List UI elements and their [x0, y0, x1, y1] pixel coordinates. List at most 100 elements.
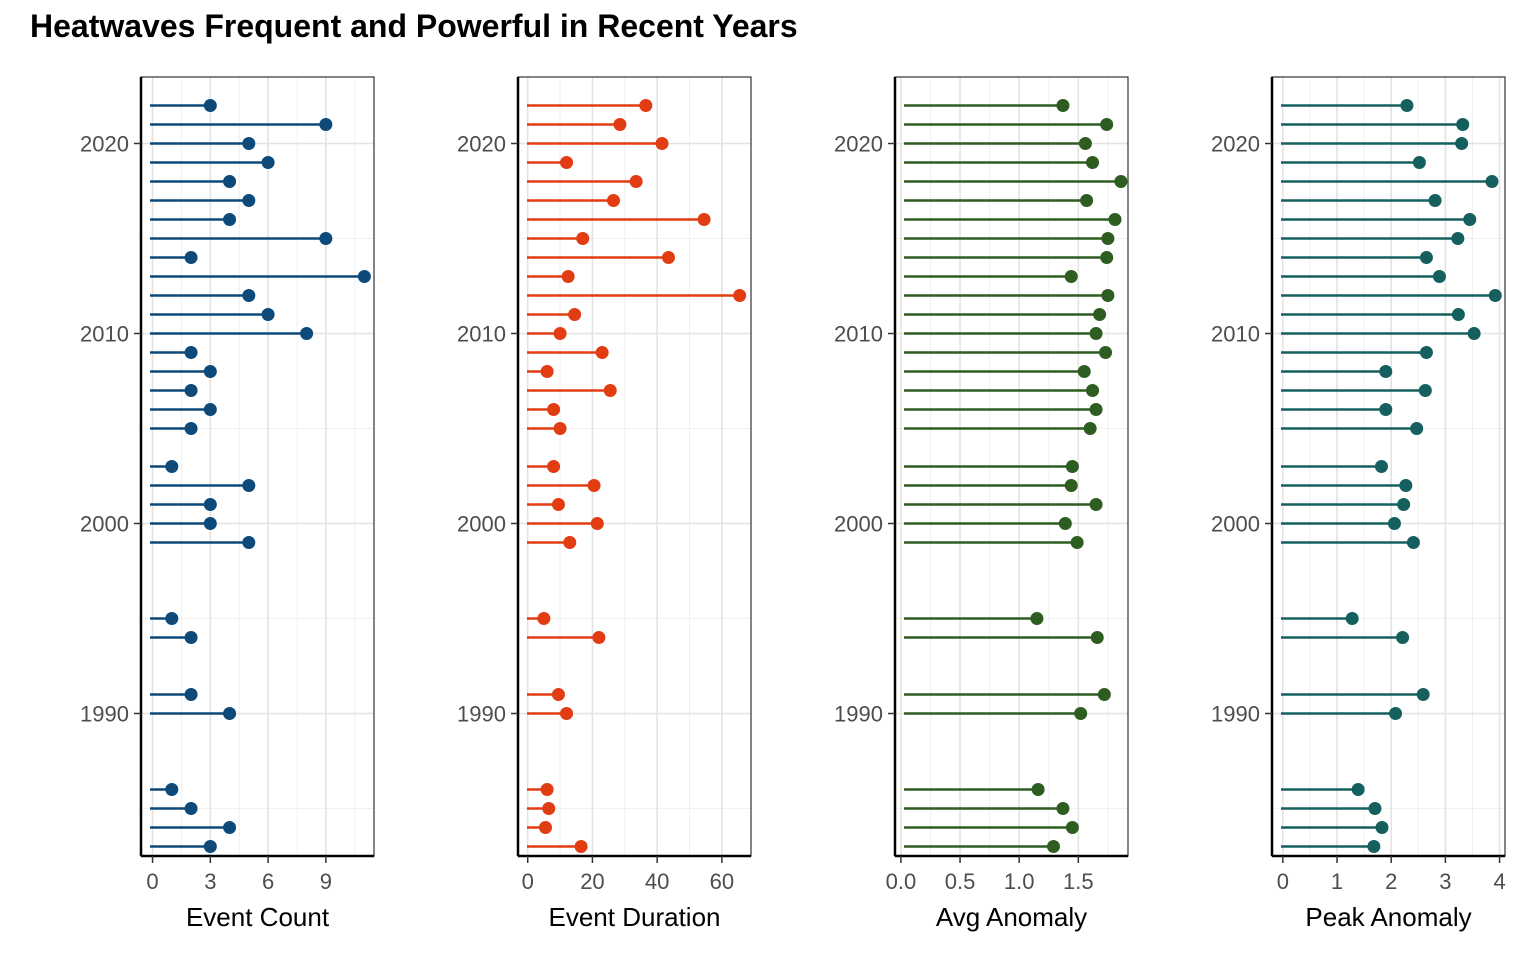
lollipop-point — [184, 422, 198, 435]
lollipop-point — [184, 802, 198, 815]
lollipop-point — [574, 840, 588, 853]
lollipop-point — [1064, 270, 1078, 283]
lollipop-point — [1418, 384, 1432, 397]
lollipop-point — [1389, 707, 1403, 720]
x-tick-label: 3 — [204, 869, 216, 894]
lollipop-point — [165, 612, 179, 625]
x-tick-label: 40 — [645, 869, 669, 894]
lollipop-point — [1379, 365, 1393, 378]
lollipop-point — [733, 289, 747, 302]
lollipop-point — [551, 498, 565, 511]
lollipop-point — [590, 517, 604, 530]
lollipop-point — [1065, 460, 1079, 473]
x-tick-label: 1 — [1331, 869, 1343, 894]
lollipop-point — [223, 707, 237, 720]
lollipop-point — [1428, 194, 1442, 207]
panel-3: 1990 2000 2010 2020 0.0 0.5 1.0 1.5 Avg Anomaly — [834, 76, 1129, 932]
lollipop-point — [1451, 232, 1465, 245]
lollipop-point — [1397, 498, 1411, 511]
lollipop-point — [242, 536, 256, 549]
lollipop-point — [595, 346, 609, 359]
y-tick-label: 1990 — [834, 702, 883, 727]
lollipop-point — [203, 517, 217, 530]
lollipop-point — [547, 403, 561, 416]
lollipop-point — [184, 631, 198, 644]
lollipop-point — [553, 422, 567, 435]
lollipop-point — [560, 156, 574, 169]
x-axis-title: Avg Anomaly — [936, 902, 1087, 932]
x-tick-label: 4 — [1493, 869, 1505, 894]
lollipop-point — [697, 213, 711, 226]
chart-title: Heatwaves Frequent and Powerful in Recen… — [30, 8, 798, 44]
lollipop-point — [1093, 308, 1107, 321]
lollipop-point — [1467, 327, 1481, 340]
lollipop-point — [184, 384, 198, 397]
y-tick-label: 2020 — [80, 132, 129, 157]
lollipop-point — [553, 327, 567, 340]
lollipop-point — [1375, 821, 1389, 834]
lollipop-point — [613, 118, 627, 131]
lollipop-point — [1058, 517, 1072, 530]
lollipop-point — [1351, 783, 1365, 796]
lollipop-point — [1046, 840, 1060, 853]
lollipop-point — [242, 137, 256, 150]
y-tick-label: 1990 — [1211, 702, 1260, 727]
lollipop-point — [1065, 821, 1079, 834]
x-tick-label: 0 — [146, 869, 158, 894]
lollipop-point — [1056, 99, 1070, 112]
lollipop-point — [655, 137, 669, 150]
lollipop-point — [1396, 631, 1410, 644]
lollipop-point — [1456, 118, 1470, 131]
lollipop-point — [1070, 536, 1084, 549]
lollipop-point — [1419, 346, 1433, 359]
lollipop-point — [242, 194, 256, 207]
lollipop-point — [561, 270, 575, 283]
lollipop-point — [223, 213, 237, 226]
panel-1: 1990 2000 2010 2020 0 3 6 9 Event Count — [80, 76, 375, 932]
lollipop-point — [1097, 688, 1111, 701]
lollipop-point — [1114, 175, 1128, 188]
y-tick-label: 2000 — [457, 512, 506, 537]
lollipop-point — [1399, 479, 1413, 492]
lollipop-point — [1368, 802, 1382, 815]
lollipop-point — [1400, 99, 1414, 112]
lollipop-point — [1374, 460, 1388, 473]
lollipop-point — [603, 384, 617, 397]
lollipop-point — [639, 99, 653, 112]
lollipop-point — [1100, 251, 1114, 264]
y-tick-label: 2020 — [457, 132, 506, 157]
lollipop-point — [1078, 137, 1092, 150]
lollipop-point — [1031, 783, 1045, 796]
y-tick-label: 1990 — [80, 702, 129, 727]
lollipop-point — [203, 840, 217, 853]
lollipop-point — [261, 156, 275, 169]
x-tick-label: 0 — [1277, 869, 1289, 894]
lollipop-point — [319, 232, 333, 245]
lollipop-point — [568, 308, 582, 321]
lollipop-point — [1083, 422, 1097, 435]
lollipop-point — [1090, 631, 1104, 644]
x-tick-label: 60 — [710, 869, 734, 894]
x-tick-label: 0 — [522, 869, 534, 894]
lollipop-point — [184, 688, 198, 701]
y-tick-label: 2010 — [80, 322, 129, 347]
lollipop-point — [319, 118, 333, 131]
lollipop-point — [540, 783, 554, 796]
lollipop-point — [1379, 403, 1393, 416]
lollipop-point — [1100, 118, 1114, 131]
lollipop-point — [1345, 612, 1359, 625]
y-tick-label: 2000 — [80, 512, 129, 537]
y-tick-label: 2000 — [1211, 512, 1260, 537]
panel-background — [141, 77, 374, 856]
lollipop-point — [551, 688, 565, 701]
lollipop-point — [300, 327, 314, 340]
lollipop-point — [1406, 536, 1420, 549]
lollipop-point — [1086, 156, 1100, 169]
lollipop-point — [1099, 346, 1113, 359]
x-tick-label: 0.0 — [886, 869, 917, 894]
x-axis-title: Peak Anomaly — [1305, 902, 1471, 932]
x-tick-label: 2 — [1385, 869, 1397, 894]
x-tick-label: 6 — [262, 869, 274, 894]
lollipop-point — [587, 479, 601, 492]
